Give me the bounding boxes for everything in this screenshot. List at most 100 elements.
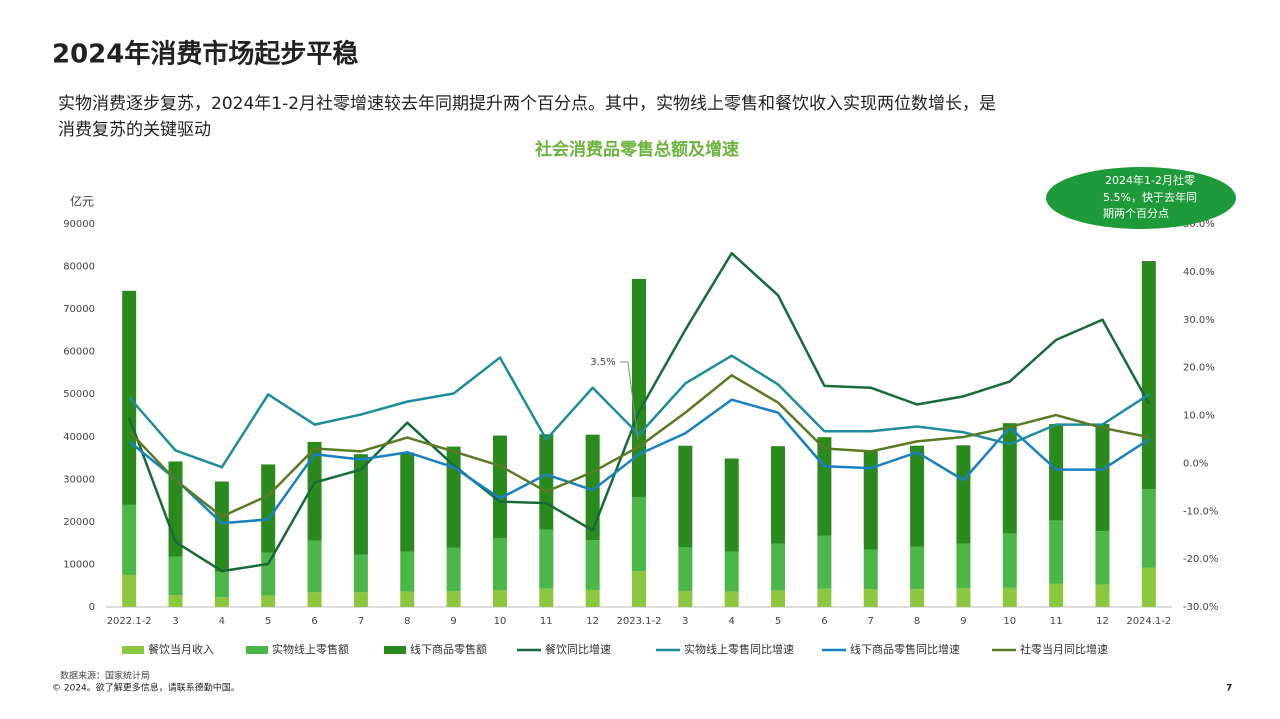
x-tick-label: 7 <box>358 616 364 627</box>
bar-segment <box>122 575 137 607</box>
y-tick-label: 60000 <box>63 347 95 358</box>
bar-segment <box>1049 520 1064 584</box>
bar-segment <box>863 589 878 607</box>
bar-segment <box>353 554 368 593</box>
bar-segment <box>1141 489 1156 568</box>
x-tick-label: 3 <box>172 616 178 627</box>
bar-segment <box>214 481 229 572</box>
y2-tick-label: 40.0% <box>1183 267 1215 278</box>
x-tick-label: 6 <box>821 616 827 627</box>
y-tick-label: 20000 <box>63 517 95 528</box>
annotation: 3.5% <box>590 357 615 368</box>
callout-text: 5.5%，快于去年同 <box>1103 190 1197 204</box>
bar-segment <box>632 278 646 498</box>
x-tick-label: 4 <box>219 616 225 627</box>
x-tick-label: 10 <box>494 616 507 627</box>
x-tick-label: 2024.1-2 <box>1126 616 1171 627</box>
bar-segment <box>956 588 971 607</box>
subtitle-line: 消费复苏的关键驱动 <box>58 120 211 140</box>
bar-segment <box>492 435 507 539</box>
bar-segment <box>261 552 276 596</box>
legend-label: 线下商品零售同比增速 <box>850 642 960 656</box>
bar-segment <box>817 588 832 607</box>
bar-segment <box>585 589 600 607</box>
y2-tick-label: -10.0% <box>1183 506 1218 517</box>
legend-label: 实物线上零售同比增速 <box>684 642 794 656</box>
bar-segment <box>492 589 507 607</box>
y-tick-label: 90000 <box>63 219 95 230</box>
x-tick-label: 11 <box>1050 616 1063 627</box>
bar-segment <box>353 454 368 555</box>
bar-segment <box>956 445 971 544</box>
bar-segment <box>863 549 878 590</box>
bar-segment <box>1095 584 1110 607</box>
bar-segment <box>724 458 739 552</box>
legend-label: 餐饮同比增速 <box>545 642 611 656</box>
bar-segment <box>910 589 925 607</box>
bar-segment <box>400 551 415 592</box>
x-tick-label: 5 <box>265 616 271 627</box>
x-tick-label: 9 <box>450 616 456 627</box>
x-tick-label: 2023.1-2 <box>617 616 662 627</box>
x-tick-label: 12 <box>586 616 599 627</box>
plot: 0 10000 20000 30000 40000 50000 60000 70000 8000… <box>63 219 1218 627</box>
bar-segment <box>1002 587 1017 607</box>
bar-segment <box>168 556 183 596</box>
bar-segment <box>632 571 646 607</box>
bar-segment <box>863 450 878 550</box>
y2-tick-label: 50.0% <box>1183 219 1215 230</box>
legend-label: 餐饮当月收入 <box>148 642 214 656</box>
x-tick-label: 6 <box>311 616 317 627</box>
bar-segment <box>539 588 554 607</box>
copyright: © 2024。欲了解更多信息，请联系德勤中国。 <box>52 682 240 694</box>
bar-segment <box>817 437 832 536</box>
bar-segment <box>353 592 368 607</box>
line-series <box>128 354 1150 469</box>
bar-segment <box>678 591 693 607</box>
y-tick-label: 30000 <box>63 474 95 485</box>
bar-segment <box>1095 424 1110 532</box>
bar-segment <box>678 546 693 592</box>
y-tick-label: 50000 <box>63 389 95 400</box>
bar-segment <box>910 445 925 547</box>
bar-segment <box>1002 423 1017 534</box>
x-tick-label: 11 <box>540 616 553 627</box>
annotation-leader <box>620 361 639 441</box>
legend-swatch <box>246 646 268 654</box>
legend-swatch <box>122 646 144 654</box>
bar-segment <box>1002 533 1017 588</box>
bar-segment <box>1049 583 1064 607</box>
bar-segment <box>539 434 554 530</box>
bar-segment <box>307 540 322 593</box>
chart-title: 社会消费品零售总额及增速 <box>534 139 739 160</box>
bar-segment <box>1049 424 1064 521</box>
bar-segment <box>585 540 600 590</box>
bar-segment <box>1095 531 1110 585</box>
bar-segment <box>446 446 461 548</box>
y-tick-label: 0 <box>89 602 95 613</box>
y2-tick-label: -20.0% <box>1183 554 1218 565</box>
y-tick-label: 10000 <box>63 559 95 570</box>
callout-text: 期两个百分点 <box>1103 207 1169 220</box>
x-tick-label: 10 <box>1003 616 1016 627</box>
source: 数据来源：国家统计局 <box>60 670 150 682</box>
bar-segment <box>771 590 786 607</box>
bar-segment <box>724 591 739 607</box>
legend-swatch <box>384 646 406 654</box>
y2-tick-label: 20.0% <box>1183 363 1215 374</box>
x-tick-label: 8 <box>914 616 920 627</box>
y2-tick-label: 10.0% <box>1183 411 1215 422</box>
bar-segment <box>446 591 461 607</box>
bar-segment <box>307 592 322 607</box>
x-tick-label: 9 <box>960 616 966 627</box>
x-tick-label: 4 <box>729 616 735 627</box>
callout-text: 2024年1-2月社零 <box>1105 173 1195 187</box>
subtitle-line: 实物消费逐步复苏，2024年1-2月社零增速较去年同期提升两个百分点。其中，实物… <box>58 94 996 114</box>
bar-segment <box>307 441 322 541</box>
slide-title: 2024年消费市场起步平稳 <box>52 39 358 70</box>
bar-segment <box>214 597 229 607</box>
bar-segment <box>817 535 832 589</box>
page-number: 7 <box>1226 684 1232 694</box>
x-tick-label: 7 <box>868 616 874 627</box>
